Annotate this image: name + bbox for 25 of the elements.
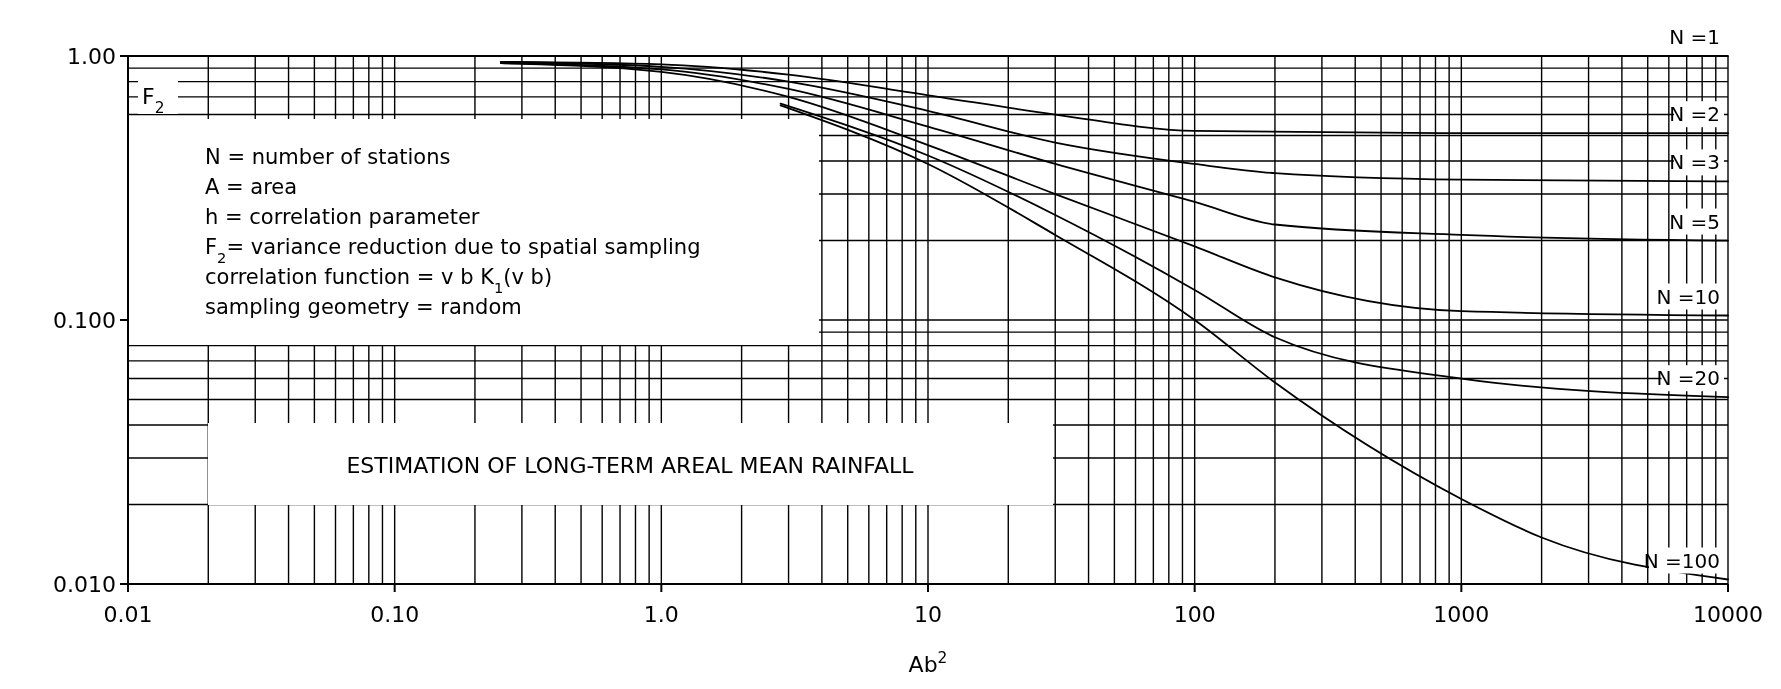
series-label: N =2 bbox=[1669, 102, 1720, 127]
y-axis-title: F$_{2}$ bbox=[142, 84, 165, 117]
x-tick-label: 100 bbox=[1173, 602, 1216, 627]
annotation: correlation function = v b K$_{1}$(v b) bbox=[205, 265, 553, 296]
series-label: N =1 bbox=[1669, 25, 1720, 49]
x-tick-label: 1000 bbox=[1433, 602, 1490, 627]
y-tick-label: 1.00 bbox=[67, 43, 116, 69]
annotation: sampling geometry = random bbox=[205, 295, 522, 319]
text: ESTIMATION OF LONG-TERM AREAL MEAN RAINFALL bbox=[346, 453, 915, 478]
y-tick-label: 0.100 bbox=[53, 307, 116, 333]
annotation: A = area bbox=[205, 175, 298, 199]
annotation: N = number of stations bbox=[205, 145, 451, 169]
x-tick-label: 10000 bbox=[1693, 602, 1763, 627]
x-tick-label: 1.0 bbox=[643, 602, 679, 627]
series-label: N =5 bbox=[1669, 209, 1720, 234]
annotation: h = correlation parameter bbox=[205, 205, 480, 229]
x-tick-label: 0.10 bbox=[370, 602, 420, 627]
series-label: N =20 bbox=[1656, 366, 1720, 391]
annotation: F$_{2}$= variance reduction due to spatial sampling bbox=[205, 235, 701, 266]
x-axis-title: Ab$^{2}$ bbox=[908, 649, 948, 677]
x-tick-label: 0.01 bbox=[103, 602, 153, 627]
y-tick-label: 0.010 bbox=[53, 571, 116, 597]
series-label: N =10 bbox=[1656, 284, 1720, 309]
series-label: N =3 bbox=[1669, 150, 1720, 175]
x-tick-label: 10 bbox=[914, 602, 942, 627]
